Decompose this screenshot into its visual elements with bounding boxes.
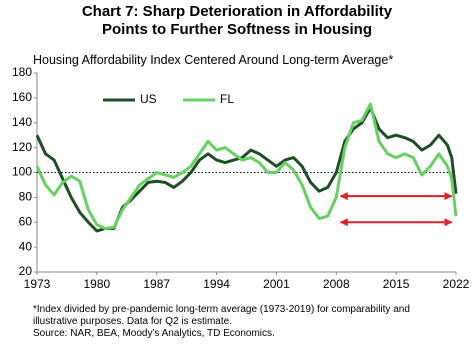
y-tick-label: 160	[12, 90, 32, 104]
x-tick-label: 1980	[84, 277, 111, 291]
note: *Index divided by pre-pandemic long-term…	[33, 304, 410, 327]
y-tick-label: 20	[19, 264, 33, 278]
chart-subtitle: Housing Affordability Index Centered Aro…	[33, 53, 394, 67]
y-tick-label: 120	[12, 140, 32, 154]
series-line	[35, 102, 458, 230]
x-tick-label: 2022	[443, 277, 470, 291]
notes: *Index divided by pre-pandemic long-term…	[33, 304, 443, 340]
note: Source: NAR, BEA, Moody's Analytics, TD …	[33, 328, 275, 339]
legend-label: FL	[220, 92, 234, 106]
x-tick-label: 1973	[24, 277, 51, 291]
chart-title: Chart 7: Sharp Deterioration in Affordab…	[81, 3, 393, 38]
y-tick-label: 40	[19, 239, 33, 253]
x-tick-label: 2001	[263, 277, 290, 291]
x-tick-label: 2008	[323, 277, 350, 291]
x-tick-label: 1994	[203, 277, 230, 291]
legend-label: US	[140, 92, 157, 106]
x-tick-label: 1987	[143, 277, 170, 291]
x-tick-label: 2015	[383, 277, 410, 291]
y-tick-label: 140	[12, 115, 32, 129]
y-tick-label: 180	[12, 65, 32, 79]
y-tick-label: 100	[12, 165, 32, 179]
y-tick-label: 80	[19, 190, 33, 204]
y-tick-label: 60	[19, 214, 33, 228]
series-line	[35, 106, 458, 233]
